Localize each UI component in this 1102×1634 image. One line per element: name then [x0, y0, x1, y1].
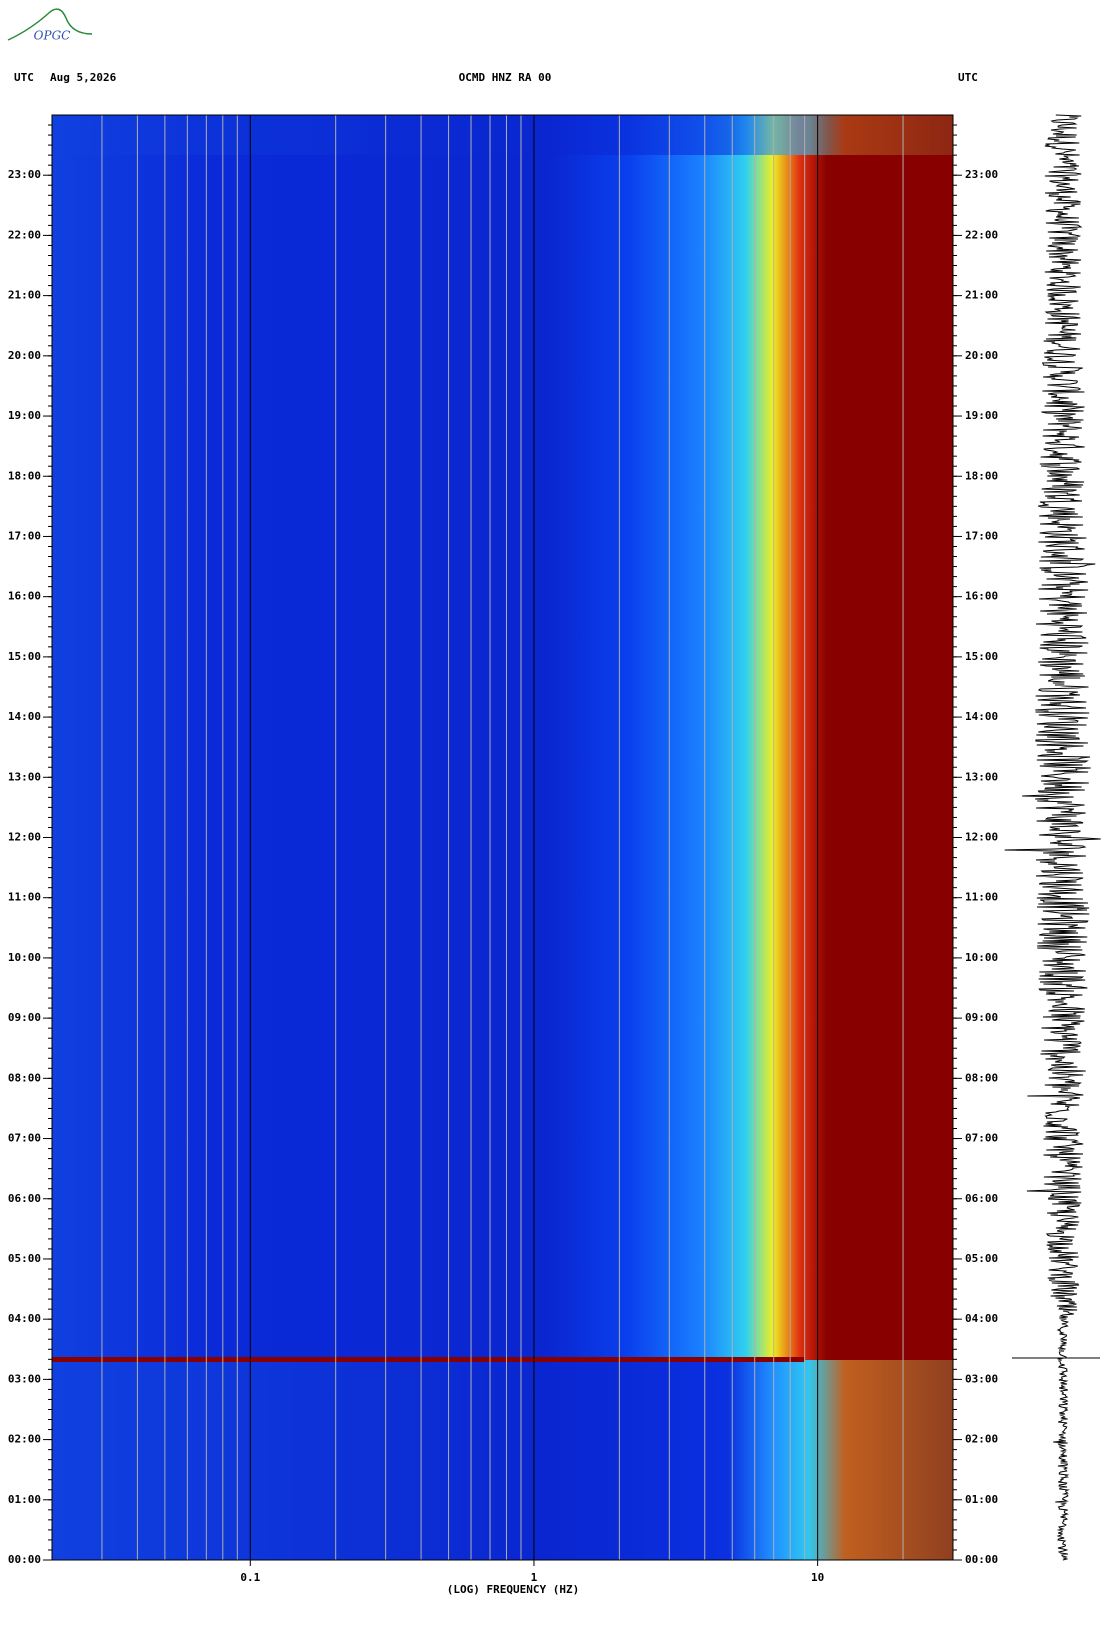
y-tick-label: 16:00 [965, 590, 998, 603]
y-tick-label: 14:00 [965, 710, 998, 723]
time-zone: UTC [14, 71, 34, 84]
y-tick-label: 10:00 [8, 951, 41, 964]
y-tick-label: 08:00 [965, 1071, 998, 1084]
y-tick-label: 19:00 [965, 409, 998, 422]
y-tick-label: 05:00 [8, 1252, 41, 1265]
y-tick-label: 22:00 [8, 228, 41, 241]
y-tick-label: 20:00 [965, 349, 998, 362]
y-tick-label: 12:00 [8, 831, 41, 844]
time-zone: UTC [958, 71, 978, 84]
y-tick-label: 06:00 [8, 1192, 41, 1205]
y-tick-label: 17:00 [8, 529, 41, 542]
y-tick-label: 03:00 [8, 1372, 41, 1385]
y-tick-label: 13:00 [965, 770, 998, 783]
y-tick-label: 11:00 [8, 891, 41, 904]
y-tick-label: 01:00 [965, 1493, 998, 1506]
y-tick-label: 04:00 [8, 1312, 41, 1325]
y-tick-label: 08:00 [8, 1071, 41, 1084]
y-tick-label: 03:00 [965, 1372, 998, 1385]
plot-frame [51, 114, 954, 1561]
y-tick-label: 02:00 [8, 1433, 41, 1446]
y-tick-label: 07:00 [8, 1132, 41, 1145]
logo-text: OPGC [34, 29, 71, 43]
y-tick-label: 06:00 [965, 1192, 998, 1205]
y-tick-label: 23:00 [8, 168, 41, 181]
date: Aug 5,2026 [50, 71, 117, 84]
y-tick-label: 05:00 [965, 1252, 998, 1265]
x-tick-label: 1 [531, 1571, 538, 1584]
y-tick-label: 15:00 [965, 650, 998, 663]
x-tick-label: 0.1 [240, 1571, 260, 1584]
y-tick-label: 19:00 [8, 409, 41, 422]
y-tick-label: 07:00 [965, 1132, 998, 1145]
y-tick-label: 17:00 [965, 529, 998, 542]
y-tick-label: 12:00 [965, 831, 998, 844]
x-tick-label: 10 [811, 1571, 824, 1584]
y-tick-label: 22:00 [965, 228, 998, 241]
spectrogram-image [52, 1360, 953, 1560]
y-tick-label: 02:00 [965, 1433, 998, 1446]
x-axis-label: (LOG) FREQUENCY (HZ) [447, 1583, 579, 1596]
y-tick-label: 09:00 [8, 1011, 41, 1024]
y-tick-label: 10:00 [965, 951, 998, 964]
y-tick-label: 04:00 [965, 1312, 998, 1325]
y-tick-label: 21:00 [965, 289, 998, 302]
y-tick-label: 11:00 [965, 891, 998, 904]
spectrogram-image [52, 115, 953, 1560]
y-tick-label: 00:00 [8, 1553, 41, 1566]
y-tick-label: 15:00 [8, 650, 41, 663]
spectrogram-image [52, 115, 953, 155]
y-tick-label: 18:00 [965, 469, 998, 482]
logo: OPGC [7, 8, 93, 43]
y-tick-label: 23:00 [965, 168, 998, 181]
spectrogram [52, 115, 953, 1560]
y-tick-label: 00:00 [965, 1553, 998, 1566]
y-tick-label: 18:00 [8, 469, 41, 482]
y-tick-label: 16:00 [8, 590, 41, 603]
y-tick-label: 21:00 [8, 289, 41, 302]
y-tick-label: 13:00 [8, 770, 41, 783]
chart-title: OCMD HNZ RA 00 [459, 71, 552, 84]
seismogram [1004, 114, 1101, 1561]
y-tick-label: 09:00 [965, 1011, 998, 1024]
y-tick-label: 14:00 [8, 710, 41, 723]
event-band [52, 1357, 804, 1362]
y-tick-label: 01:00 [8, 1493, 41, 1506]
y-tick-label: 20:00 [8, 349, 41, 362]
